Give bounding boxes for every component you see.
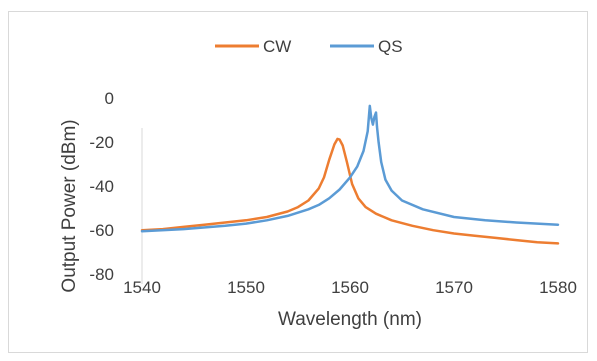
y-tick-label: -40: [89, 177, 114, 196]
x-tick-label: 1560: [331, 278, 369, 297]
legend: CW QS: [215, 37, 403, 56]
x-tick-label: 1580: [539, 278, 577, 297]
x-tick-label: 1540: [123, 278, 161, 297]
x-tick-label: 1550: [227, 278, 265, 297]
plot-lines: [140, 104, 560, 245]
legend-label-cw: CW: [263, 37, 291, 56]
legend-label-qs: QS: [378, 37, 403, 56]
series-line-cw: [140, 137, 560, 245]
y-tick-label: -60: [89, 221, 114, 240]
y-tick-label: 0: [105, 89, 114, 108]
chart-frame: [8, 11, 588, 353]
y-tick-label: -20: [89, 133, 114, 152]
y-axis-ticks: 0 -20 -40 -60 -80: [89, 89, 114, 284]
x-tick-label: 1570: [435, 278, 473, 297]
x-axis-title: Wavelength (nm): [278, 309, 422, 330]
series-line-qs: [140, 104, 560, 233]
x-axis-ticks: 1540 1550 1560 1570 1580: [123, 278, 577, 297]
y-tick-label: -80: [89, 265, 114, 284]
y-axis-title: Output Power (dBm): [59, 119, 80, 292]
